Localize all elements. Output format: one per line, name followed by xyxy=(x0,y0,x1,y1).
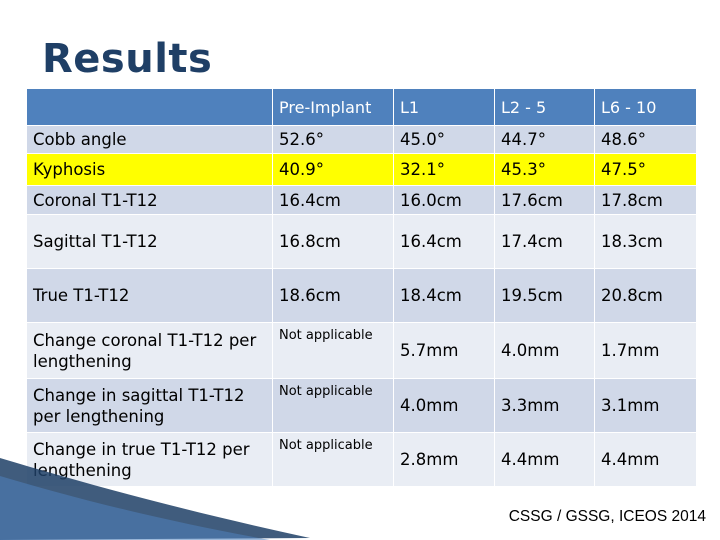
cell-l2-5: 45.3° xyxy=(494,153,595,186)
cell-l2-5: 3.3mm xyxy=(494,378,595,433)
cell-pre-implant: Not applicable xyxy=(272,378,394,433)
cell-l2-5: 44.7° xyxy=(494,125,595,154)
row-label: Coronal T1-T12 xyxy=(26,185,273,215)
cell-pre-implant: Not applicable xyxy=(272,432,394,487)
cell-l2-5: 17.4cm xyxy=(494,214,595,269)
cell-l6-10: 48.6° xyxy=(594,125,697,154)
row-label: Kyphosis xyxy=(26,153,273,186)
cell-l6-10: 1.7mm xyxy=(594,322,697,379)
table-row-sagittal: Sagittal T1-T12 16.8cm 16.4cm 17.4cm 18.… xyxy=(26,214,697,269)
table-row-kyphosis: Kyphosis 40.9° 32.1° 45.3° 47.5° xyxy=(26,153,697,186)
header-l6-10: L6 - 10 xyxy=(594,88,697,126)
cell-l6-10: 17.8cm xyxy=(594,185,697,215)
cell-l2-5: 17.6cm xyxy=(494,185,595,215)
cell-l6-10: 20.8cm xyxy=(594,268,697,323)
cell-pre-implant: Not applicable xyxy=(272,322,394,379)
cell-pre-implant: 52.6° xyxy=(272,125,394,154)
cell-l1: 45.0° xyxy=(393,125,495,154)
table-row-cobb-angle: Cobb angle 52.6° 45.0° 44.7° 48.6° xyxy=(26,125,697,154)
cell-l6-10: 3.1mm xyxy=(594,378,697,433)
header-empty-cell xyxy=(26,88,273,126)
row-label: Change in sagittal T1-T12 per lengthenin… xyxy=(26,378,273,433)
footer-citation: CSSG / GSSG, ICEOS 2014 xyxy=(508,508,706,525)
decorative-swoosh xyxy=(0,458,310,540)
cell-l1: 32.1° xyxy=(393,153,495,186)
cell-l1: 2.8mm xyxy=(393,432,495,487)
cell-l2-5: 19.5cm xyxy=(494,268,595,323)
cell-l2-5: 4.0mm xyxy=(494,322,595,379)
table-row-true: True T1-T12 18.6cm 18.4cm 19.5cm 20.8cm xyxy=(26,268,697,323)
cell-l1: 4.0mm xyxy=(393,378,495,433)
cell-l6-10: 18.3cm xyxy=(594,214,697,269)
cell-l2-5: 4.4mm xyxy=(494,432,595,487)
cell-pre-implant: 16.8cm xyxy=(272,214,394,269)
cell-pre-implant: 40.9° xyxy=(272,153,394,186)
cell-pre-implant: 18.6cm xyxy=(272,268,394,323)
header-l1: L1 xyxy=(393,88,495,126)
cell-l1: 5.7mm xyxy=(393,322,495,379)
table-header-row: Pre-Implant L1 L2 - 5 L6 - 10 xyxy=(26,88,697,126)
cell-l1: 16.4cm xyxy=(393,214,495,269)
cell-l1: 16.0cm xyxy=(393,185,495,215)
table-row-change-sagittal: Change in sagittal T1-T12 per lengthenin… xyxy=(26,378,697,433)
cell-l6-10: 4.4mm xyxy=(594,432,697,487)
cell-l6-10: 47.5° xyxy=(594,153,697,186)
slide-title: Results xyxy=(42,36,213,82)
row-label: Cobb angle xyxy=(26,125,273,154)
cell-pre-implant: 16.4cm xyxy=(272,185,394,215)
row-label: True T1-T12 xyxy=(26,268,273,323)
table-row-change-coronal: Change coronal T1-T12 per lengthening No… xyxy=(26,322,697,379)
results-table: Pre-Implant L1 L2 - 5 L6 - 10 Cobb angle… xyxy=(26,88,697,487)
row-label: Change coronal T1-T12 per lengthening xyxy=(26,322,273,379)
table-row-coronal: Coronal T1-T12 16.4cm 16.0cm 17.6cm 17.8… xyxy=(26,185,697,215)
cell-l1: 18.4cm xyxy=(393,268,495,323)
header-pre-implant: Pre-Implant xyxy=(272,88,394,126)
header-l2-5: L2 - 5 xyxy=(494,88,595,126)
row-label: Sagittal T1-T12 xyxy=(26,214,273,269)
